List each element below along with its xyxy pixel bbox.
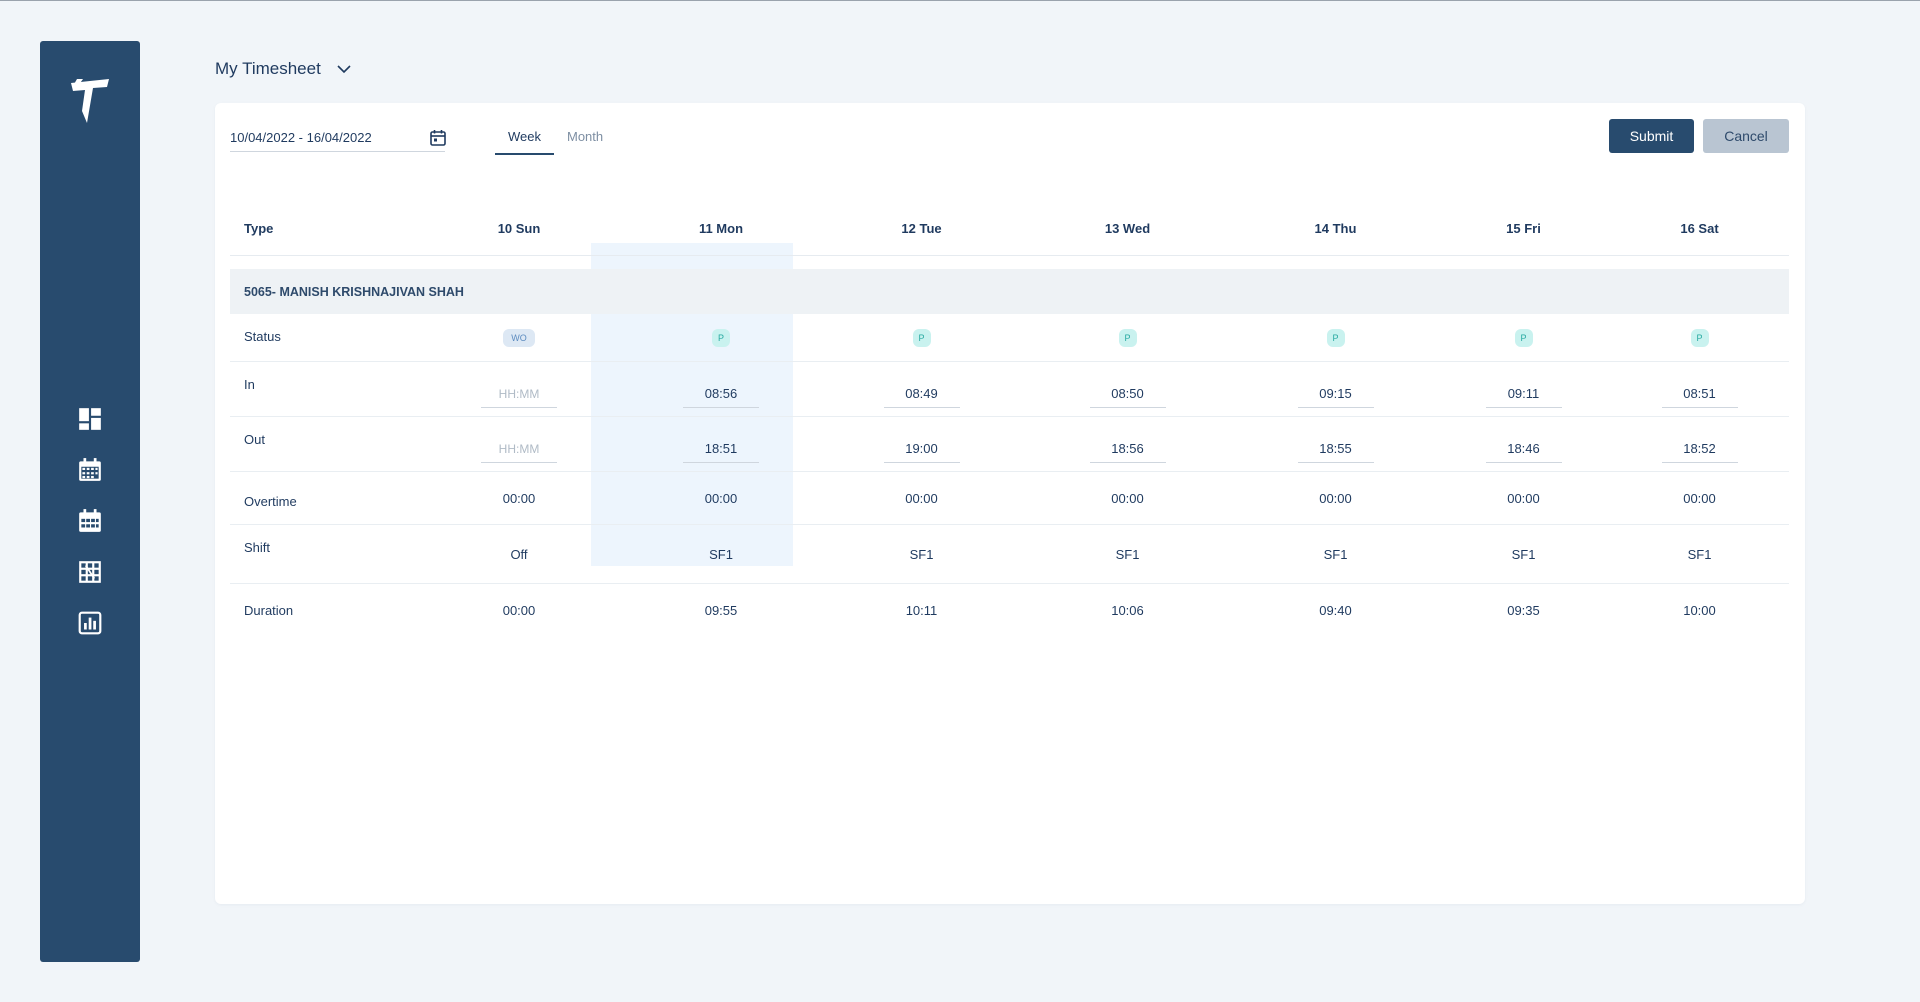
overtime-value: 00:00	[704, 490, 738, 506]
tab-week[interactable]: Week	[495, 125, 554, 155]
sidebar-item-timesheet[interactable]	[40, 444, 140, 495]
column-header-day: 16 Sat	[1680, 220, 1719, 236]
overtime-value: 00:00	[1319, 490, 1352, 506]
column-header-day: 10 Sun	[497, 220, 541, 236]
status-badge: WO	[503, 328, 535, 347]
shift-value: SF1	[1511, 546, 1536, 562]
timesheet-card: 10/04/2022 - 16/04/2022 Week Month Submi…	[215, 103, 1805, 904]
column-header-day: 11 Mon	[698, 220, 744, 236]
table-row-status: Status WO P P P P P P	[230, 314, 1789, 362]
status-badge: P	[1326, 328, 1345, 347]
shift-value: Off	[510, 546, 528, 562]
in-time-input[interactable]: HH:MM	[481, 380, 557, 408]
out-time-input[interactable]: 19:00	[883, 435, 960, 463]
overtime-value: 00:00	[502, 490, 536, 506]
calendar-month-icon	[79, 508, 101, 532]
overtime-value: 00:00	[1683, 490, 1716, 506]
timesheet-selector[interactable]: My Timesheet	[215, 59, 353, 79]
employee-name: 5065- MANISH KRISHNAJIVAN SHAH	[244, 284, 464, 299]
status-badge: P	[1514, 328, 1533, 347]
out-time-input[interactable]: HH:MM	[481, 435, 557, 463]
out-time-input[interactable]: 18:52	[1661, 435, 1738, 463]
row-label: Overtime	[244, 494, 297, 509]
row-label: In	[244, 377, 255, 392]
overtime-value: 00:00	[1507, 490, 1540, 506]
date-range-value: 10/04/2022 - 16/04/2022	[230, 130, 372, 145]
column-header-day: 12 Tue	[901, 220, 942, 236]
row-label: Shift	[244, 540, 271, 555]
in-time-input[interactable]: 09:11	[1485, 380, 1562, 408]
row-label: Out	[244, 432, 265, 447]
in-time-input[interactable]: 09:15	[1297, 380, 1374, 408]
shift-value: SF1	[909, 546, 934, 562]
bar-chart-icon	[78, 611, 102, 634]
date-range-field[interactable]: 10/04/2022 - 16/04/2022	[230, 124, 447, 152]
calendar-week-icon	[79, 457, 101, 481]
sidebar-item-dashboard[interactable]	[40, 393, 140, 444]
sidebar	[40, 41, 140, 962]
column-header-day: 13 Wed	[1104, 220, 1151, 236]
view-tabs: Week Month	[495, 125, 616, 155]
duration-value: 10:11	[905, 603, 938, 618]
table-row-overtime: Overtime 00:00 00:00 00:00 00:00 00:00 0…	[230, 472, 1789, 525]
chevron-down-icon	[337, 65, 351, 74]
duration-value: 00:00	[502, 603, 536, 618]
in-time-input[interactable]: 08:56	[683, 380, 759, 408]
calendar-grid-icon	[79, 560, 101, 583]
page-title: My Timesheet	[215, 59, 321, 78]
status-badge: P	[912, 328, 931, 347]
duration-value: 10:06	[1111, 603, 1144, 618]
shift-value: SF1	[1115, 546, 1140, 562]
table-row-out: Out HH:MM 18:51 19:00 18:56 18:55 18:46 …	[230, 417, 1789, 472]
out-time-input[interactable]: 18:46	[1485, 435, 1562, 463]
duration-value: 10:00	[1683, 603, 1716, 618]
in-time-input[interactable]: 08:49	[883, 380, 960, 408]
overtime-value: 00:00	[905, 490, 938, 506]
in-time-input[interactable]: 08:51	[1661, 380, 1738, 408]
table-row-duration: Duration 00:00 09:55 10:11 10:06 09:40 0…	[230, 584, 1789, 637]
row-label: Duration	[244, 603, 294, 618]
status-badge: P	[1118, 328, 1137, 347]
out-time-input[interactable]: 18:55	[1297, 435, 1374, 463]
status-badge: P	[1690, 328, 1709, 347]
submit-button[interactable]: Submit	[1609, 119, 1694, 153]
window-top-border	[0, 0, 1920, 1]
dashboard-icon	[79, 407, 101, 430]
out-time-input[interactable]: 18:56	[1089, 435, 1166, 463]
sidebar-item-reports[interactable]	[40, 597, 140, 648]
table-row-in: In HH:MM 08:56 08:49 08:50 09:15 09:11 0…	[230, 362, 1789, 417]
column-header-day: 15 Fri	[1506, 220, 1541, 236]
employee-group-row: 5065- MANISH KRISHNAJIVAN SHAH	[230, 269, 1789, 314]
cancel-button[interactable]: Cancel	[1703, 119, 1789, 153]
table-header-row: Type 10 Sun 11 Mon 12 Tue 13 Wed 14 Thu …	[230, 201, 1789, 256]
duration-value: 09:40	[1319, 603, 1352, 618]
out-time-input[interactable]: 18:51	[683, 435, 759, 463]
tab-month[interactable]: Month	[567, 129, 604, 144]
sidebar-item-calendar[interactable]	[40, 495, 140, 546]
shift-value: SF1	[1323, 546, 1348, 562]
overtime-value: 00:00	[1111, 490, 1144, 506]
column-header-type: Type	[244, 220, 274, 236]
calendar-icon[interactable]	[429, 129, 447, 147]
duration-value: 09:35	[1507, 603, 1540, 618]
column-header-day: 14 Thu	[1314, 220, 1357, 236]
table-row-shift: Shift Off SF1 SF1 SF1 SF1 SF1 SF1	[230, 525, 1789, 584]
duration-value: 09:55	[704, 603, 738, 618]
app-logo[interactable]	[69, 77, 111, 125]
timesheet-table: Type 10 Sun 11 Mon 12 Tue 13 Wed 14 Thu …	[230, 201, 1789, 637]
row-label: Status	[244, 329, 281, 344]
status-badge: P	[712, 328, 730, 347]
shift-value: SF1	[1687, 546, 1712, 562]
in-time-input[interactable]: 08:50	[1089, 380, 1166, 408]
sidebar-item-schedule[interactable]	[40, 546, 140, 597]
shift-value: SF1	[709, 546, 733, 562]
